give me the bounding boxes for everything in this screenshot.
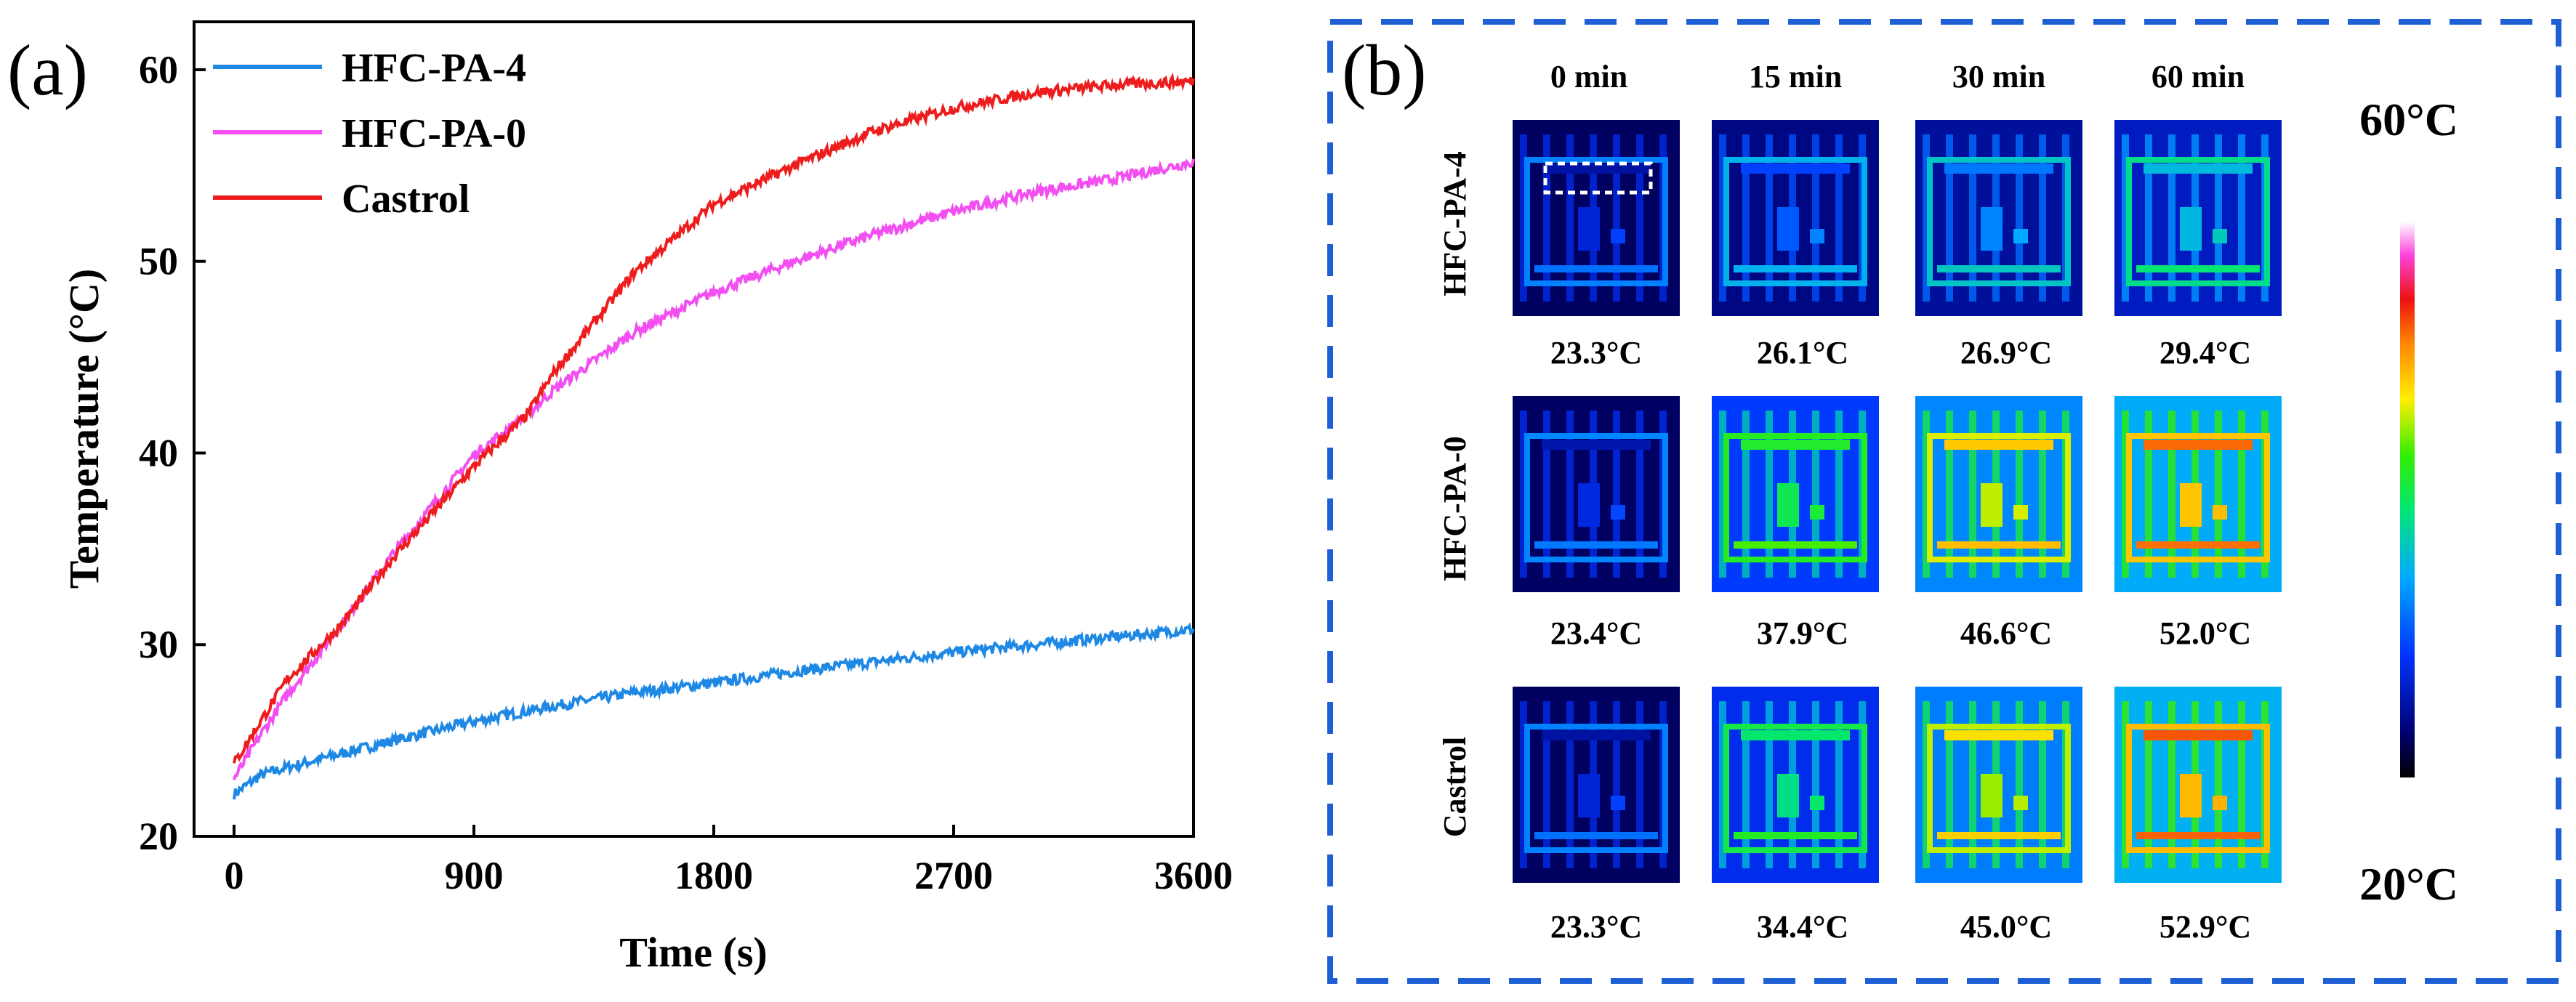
panel-b-label: (b) bbox=[1342, 30, 1427, 110]
y-tick-label-0: 20 bbox=[139, 815, 178, 858]
panel-a-label: (a) bbox=[7, 30, 88, 110]
x-tick-label-4: 3600 bbox=[1154, 854, 1233, 897]
thermal-image-r0-c0 bbox=[1513, 120, 1680, 316]
thermal-image-r0-c3 bbox=[2114, 120, 2282, 316]
temp-r2-c1: 34.4°C bbox=[1757, 909, 1848, 945]
temp-r1-c3: 52.0°C bbox=[2160, 615, 2251, 651]
time-header-1: 15 min bbox=[1749, 59, 1842, 94]
colorbar bbox=[2400, 222, 2415, 777]
thermal-image-r1-c2 bbox=[1915, 396, 2082, 592]
row-label-hfc-pa-0: HFC-PA-0 bbox=[1437, 436, 1473, 581]
x-tick-label-0: 0 bbox=[225, 854, 244, 897]
thermal-image-r1-c0 bbox=[1513, 396, 1680, 592]
temp-r2-c2: 45.0°C bbox=[1960, 909, 2052, 945]
region-of-interest-box bbox=[1543, 161, 1653, 195]
series-line-hfc-pa-0 bbox=[233, 158, 1195, 780]
legend-entry-2: Castrol bbox=[342, 177, 470, 222]
temp-r2-c0: 23.3°C bbox=[1550, 909, 1642, 945]
axes: 0 900 1800 2700 3600 20 30 40 50 60 bbox=[139, 48, 1233, 897]
thermal-image-r2-c3 bbox=[2114, 687, 2282, 883]
time-header-2: 30 min bbox=[1952, 59, 2045, 94]
thermal-image-r2-c1 bbox=[1712, 687, 1879, 883]
time-header-0: 0 min bbox=[1550, 59, 1627, 94]
row-label-hfc-pa-4: HFC-PA-4 bbox=[1437, 151, 1473, 296]
legend: HFC-PA-4 HFC-PA-0 Castrol bbox=[213, 46, 526, 222]
temp-r1-c2: 46.6°C bbox=[1960, 615, 2052, 651]
series-line-castrol bbox=[233, 72, 1195, 764]
legend-entry-0: HFC-PA-4 bbox=[342, 46, 526, 91]
temp-r0-c0: 23.3°C bbox=[1550, 335, 1642, 371]
time-header-3: 60 min bbox=[2152, 59, 2245, 94]
colorbar-max-label: 60°C bbox=[2359, 94, 2458, 145]
x-axis-label: Time (s) bbox=[619, 929, 768, 976]
thermal-image-r2-c0 bbox=[1513, 687, 1680, 883]
y-tick-label-4: 60 bbox=[139, 48, 178, 92]
x-tick-label-1: 900 bbox=[445, 854, 504, 897]
thermal-images-panel: (b) 0 min 15 min 30 min 60 min HFC-PA-4 … bbox=[1327, 19, 2561, 984]
colorbar-min-label: 20°C bbox=[2359, 858, 2458, 910]
temp-r1-c1: 37.9°C bbox=[1757, 615, 1848, 651]
temp-r0-c3: 29.4°C bbox=[2160, 335, 2251, 371]
panel-b-dashed-border bbox=[1327, 19, 2561, 984]
thermal-grid bbox=[1513, 120, 2282, 883]
thermal-image-r1-c1 bbox=[1712, 396, 1879, 592]
y-axis-label: Temperature (°C) bbox=[60, 269, 108, 589]
plot-frame bbox=[193, 20, 1195, 838]
y-tick-label-2: 40 bbox=[139, 431, 178, 474]
x-tick-label-3: 2700 bbox=[914, 854, 993, 897]
series-lines bbox=[233, 72, 1195, 800]
temp-r2-c3: 52.9°C bbox=[2160, 909, 2251, 945]
thermal-image-r1-c3 bbox=[2114, 396, 2282, 592]
series-line-hfc-pa-4 bbox=[233, 622, 1195, 800]
y-tick-label-1: 30 bbox=[139, 623, 178, 666]
temp-r0-c1: 26.1°C bbox=[1757, 335, 1848, 371]
thermal-image-r2-c2 bbox=[1915, 687, 2082, 883]
temp-r0-c2: 26.9°C bbox=[1960, 335, 2052, 371]
thermal-image-r0-c2 bbox=[1915, 120, 2082, 316]
y-tick-label-3: 50 bbox=[139, 240, 178, 283]
row-label-castrol: Castrol bbox=[1437, 737, 1473, 838]
x-tick-label-2: 1800 bbox=[675, 854, 753, 897]
thermal-image-r0-c1 bbox=[1712, 120, 1879, 316]
temp-r1-c0: 23.4°C bbox=[1550, 615, 1642, 651]
legend-entry-1: HFC-PA-0 bbox=[342, 111, 526, 156]
